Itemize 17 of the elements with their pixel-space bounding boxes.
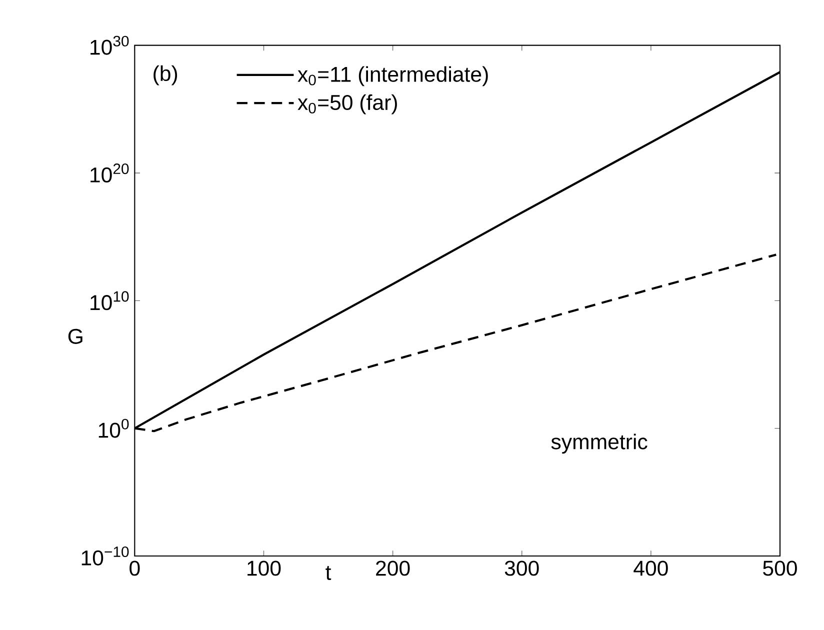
x-tick-label: 0 <box>130 560 140 576</box>
legend-label: x$_{0}$=11 (intermediate) <box>298 66 488 86</box>
y-tick-label: 10$^{20}$ <box>90 163 129 182</box>
x-tick-label: 500 <box>763 560 797 576</box>
legend-label: x$_{0}$=50 (far) <box>298 94 397 114</box>
x-tick-label: 400 <box>634 560 668 576</box>
y-axis-title: G <box>68 328 82 344</box>
y-tick-label: 10$^{0}$ <box>98 418 129 438</box>
x-tick-label: 200 <box>376 560 410 576</box>
annotation: symmetric <box>551 434 648 454</box>
annotation: (b) <box>154 65 178 86</box>
x-tick-label: 100 <box>248 560 281 576</box>
x-axis-title: t <box>326 566 332 580</box>
x-tick-label: 300 <box>504 560 539 576</box>
y-tick-label: 10$^{30}$ <box>90 36 129 55</box>
y-tick-label: 10$^{10}$ <box>90 291 129 310</box>
y-tick-label: 10$^{−10}$ <box>82 546 129 566</box>
